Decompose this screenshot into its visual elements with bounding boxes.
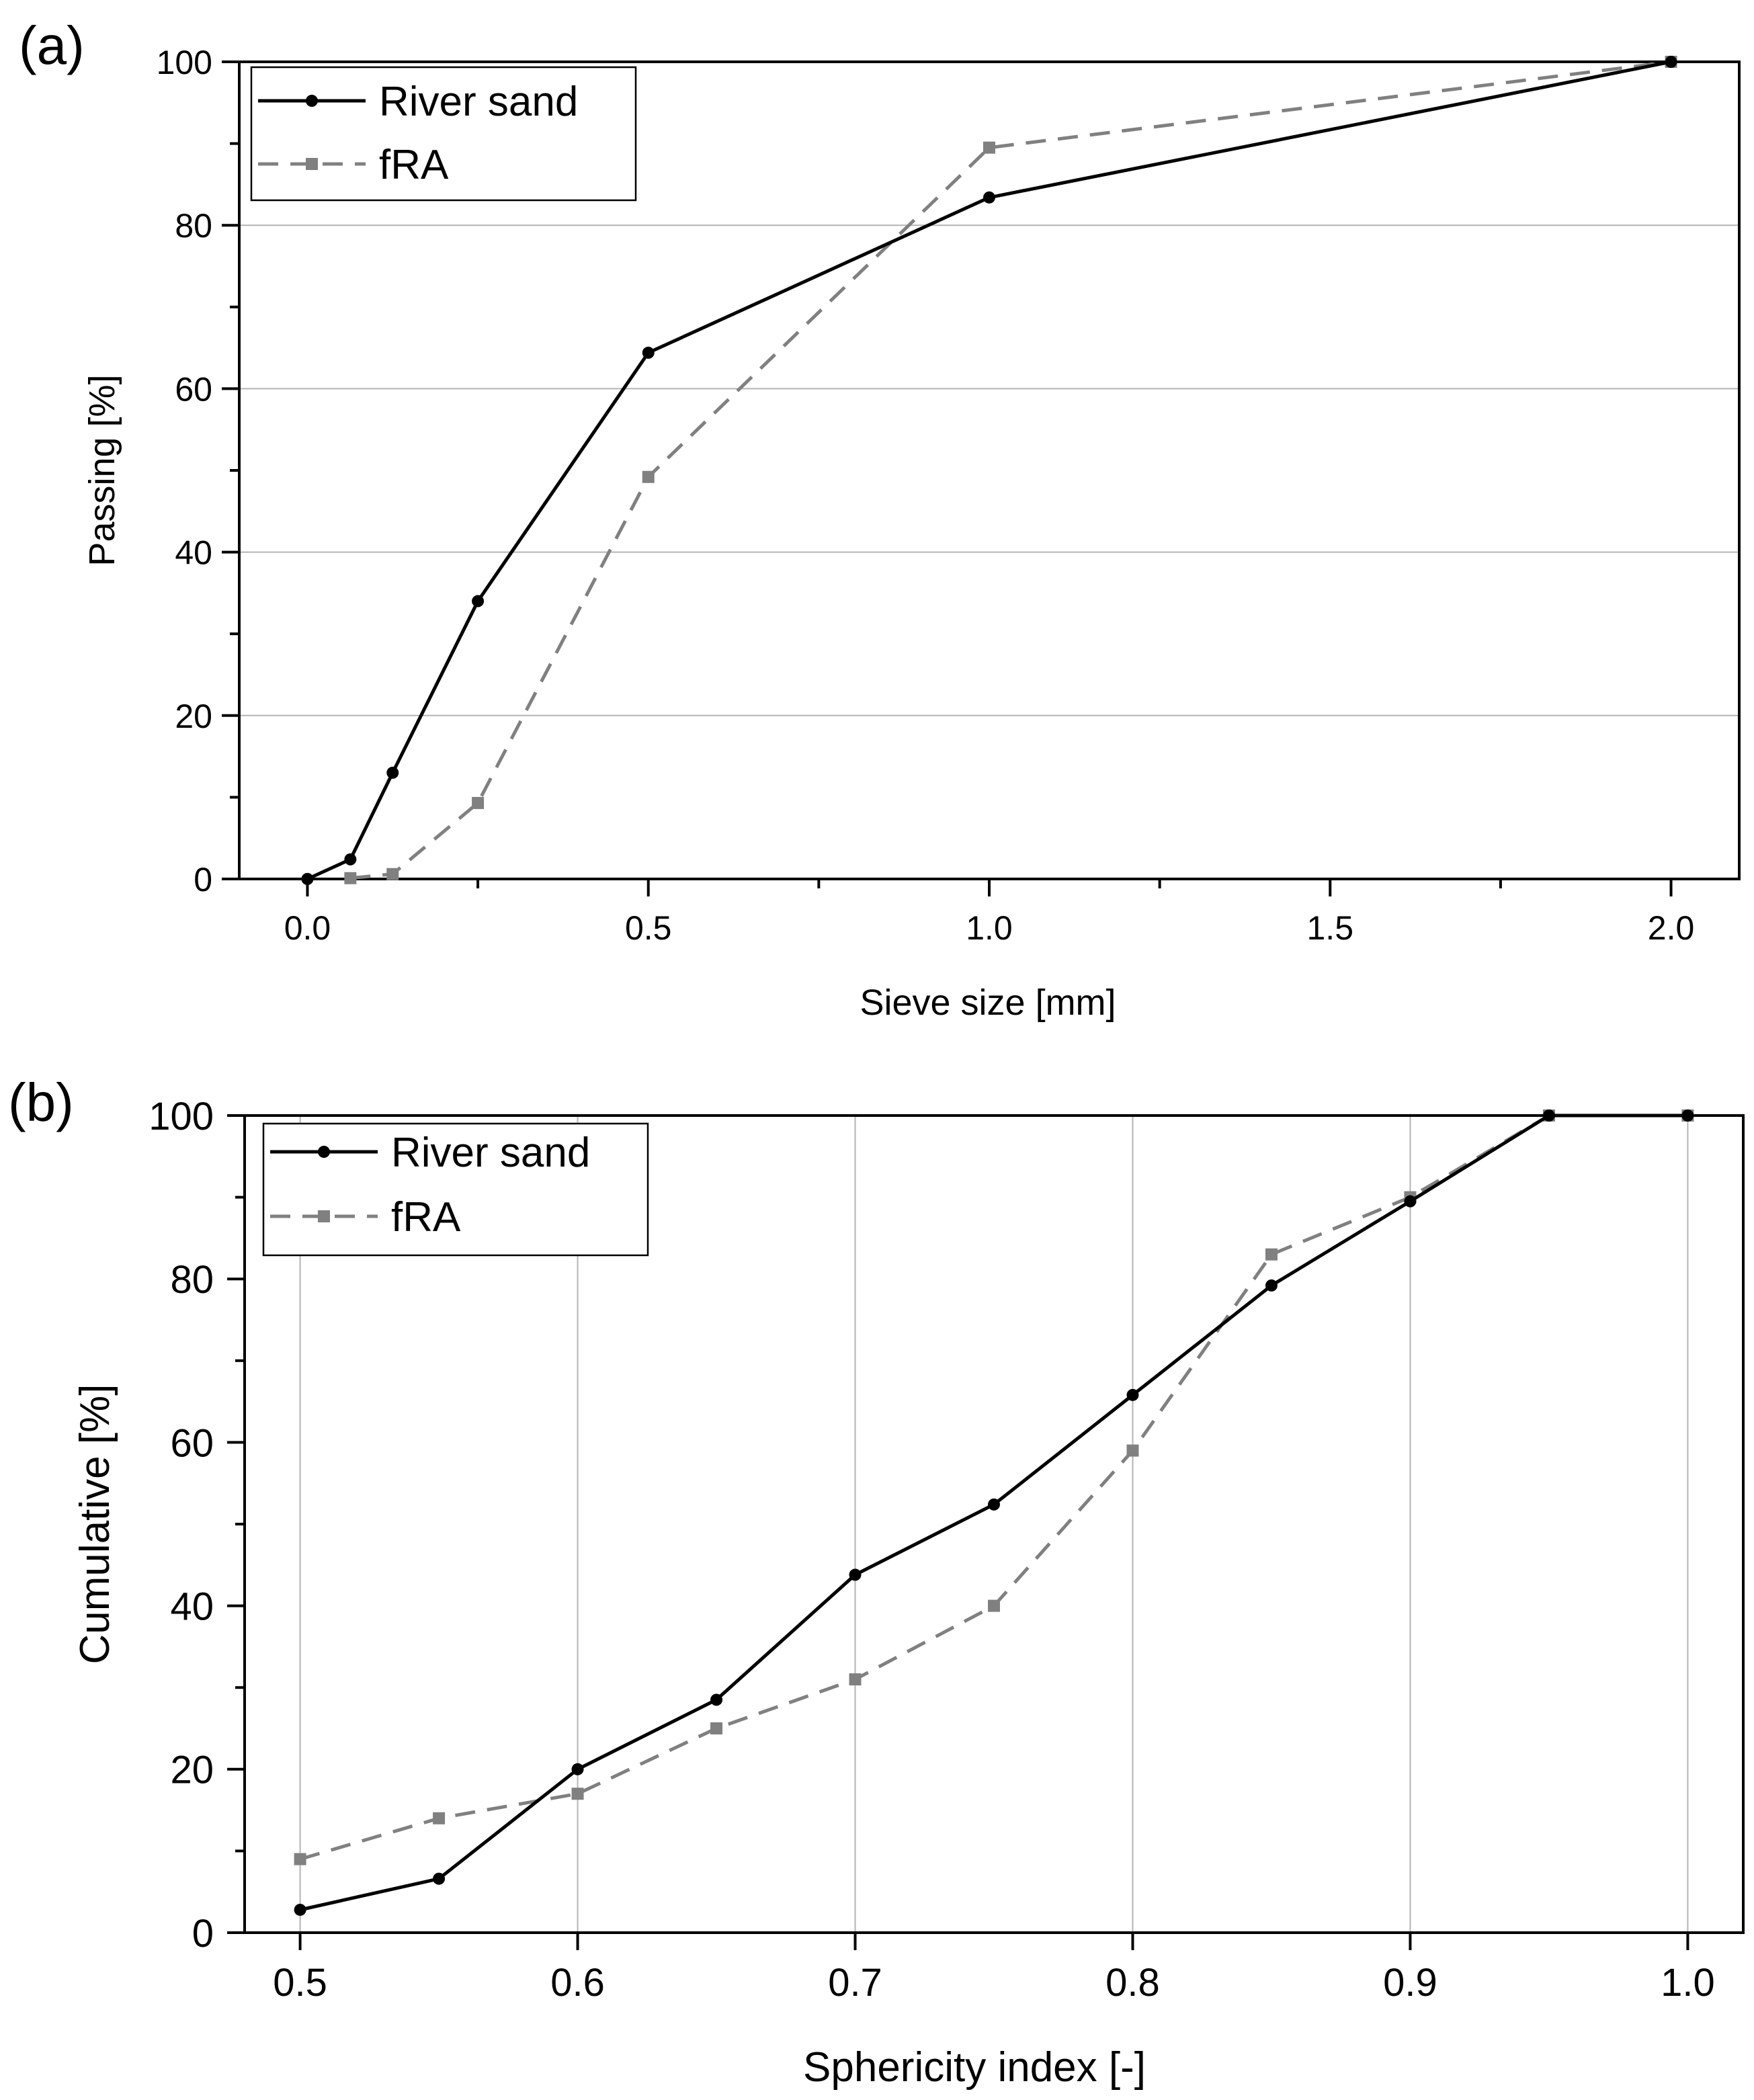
- legend-marker: [306, 158, 318, 170]
- legend-label: River sand: [379, 79, 578, 125]
- data-point: [344, 872, 357, 884]
- data-point: [344, 853, 357, 866]
- data-point: [571, 1788, 584, 1800]
- y-tick-label: 60: [175, 370, 212, 408]
- panel-label: (a): [19, 15, 85, 75]
- data-point: [710, 1693, 723, 1706]
- y-tick-label: 0: [194, 861, 212, 898]
- legend: River sand fRA: [250, 66, 637, 202]
- data-point: [642, 346, 655, 359]
- legend-label: fRA: [379, 142, 449, 188]
- data-point: [1681, 1109, 1694, 1122]
- legend-label: fRA: [391, 1194, 461, 1241]
- y-tick-label: 80: [175, 207, 212, 245]
- data-point: [642, 470, 655, 483]
- legend-box: [250, 66, 637, 202]
- data-point: [301, 873, 314, 885]
- x-tick-label: 0.9: [1383, 1961, 1437, 2005]
- y-tick-label: 40: [170, 1585, 214, 1628]
- legend-label: River sand: [391, 1130, 590, 1176]
- data-point: [849, 1673, 862, 1686]
- x-axis-label: Sieve size [mm]: [860, 982, 1116, 1023]
- x-tick-label: 0.6: [550, 1961, 605, 2005]
- y-tick-label: 100: [149, 1095, 214, 1138]
- panel-label: (b): [8, 1073, 74, 1132]
- data-point: [433, 1872, 446, 1885]
- data-point: [1404, 1195, 1417, 1208]
- y-tick-label: 0: [192, 1912, 214, 1956]
- y-tick-label: 20: [175, 698, 212, 735]
- data-point: [1126, 1388, 1139, 1401]
- x-tick-label: 0.8: [1105, 1961, 1160, 2005]
- data-point: [433, 1812, 446, 1824]
- data-point: [710, 1722, 723, 1734]
- data-point: [386, 766, 399, 779]
- data-point: [294, 1853, 306, 1865]
- y-tick-label: 20: [170, 1749, 214, 1792]
- data-point: [988, 1498, 1000, 1511]
- legend: River sand fRA: [262, 1122, 649, 1257]
- legend-marker: [318, 1146, 330, 1158]
- data-point: [571, 1763, 584, 1775]
- chart-panel-a: (a) Passing [%] Sieve size [mm] 0.0 0.5 1.…: [19, 15, 1741, 1023]
- legend-marker: [318, 1210, 330, 1222]
- data-point: [1126, 1444, 1139, 1457]
- x-tick-label: 0.7: [828, 1961, 882, 2005]
- data-point: [983, 141, 995, 154]
- y-axis-label: Cumulative [%]: [72, 1384, 118, 1665]
- x-axis-label: Sphericity index [-]: [803, 2044, 1146, 2091]
- data-point: [1665, 56, 1677, 68]
- x-tick-label: 1.0: [1661, 1961, 1715, 2005]
- x-tick-label: 0.5: [273, 1961, 327, 2005]
- chart-panel-b: (b) Cumulative [%] Sphericity index [-] …: [8, 1073, 1745, 2091]
- x-tick-label: 0.0: [284, 909, 331, 947]
- y-tick-label: 80: [170, 1258, 214, 1302]
- y-tick-label: 60: [170, 1421, 214, 1465]
- data-point: [1542, 1109, 1555, 1122]
- data-point: [294, 1903, 306, 1916]
- legend-marker: [306, 95, 318, 107]
- data-point: [849, 1568, 862, 1581]
- legend-box: [262, 1122, 649, 1257]
- x-tick-label: 2.0: [1648, 909, 1695, 947]
- x-tick-label: 0.5: [625, 909, 672, 947]
- data-point: [386, 868, 399, 880]
- data-point: [1265, 1248, 1278, 1261]
- series-line: [350, 60, 1671, 880]
- data-point: [472, 796, 485, 809]
- data-point: [1265, 1279, 1278, 1292]
- y-axis-label: Passing [%]: [82, 374, 122, 566]
- data-point: [988, 1599, 1000, 1612]
- x-tick-label: 1.5: [1307, 909, 1354, 947]
- data-point: [472, 595, 485, 607]
- y-tick-label: 40: [175, 534, 212, 572]
- y-tick-label: 100: [157, 44, 212, 81]
- data-point: [983, 191, 995, 204]
- x-tick-label: 1.0: [966, 909, 1013, 947]
